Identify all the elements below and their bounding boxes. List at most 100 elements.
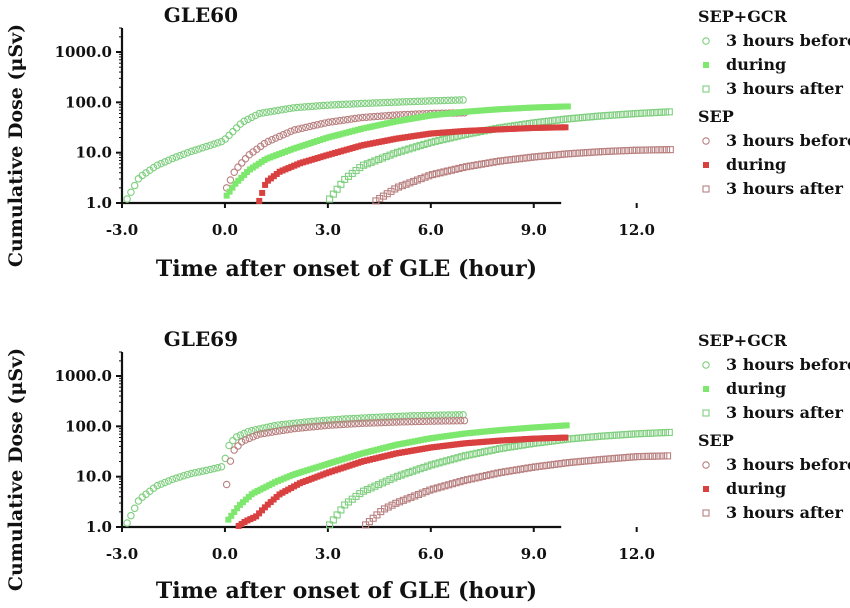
series-sep-3-hours-before: [222, 416, 469, 489]
data-point: [556, 116, 564, 124]
data-point: [564, 103, 571, 110]
data-point: [613, 147, 622, 155]
data-point: [375, 480, 383, 489]
data-point: [413, 176, 421, 184]
data-point: [377, 418, 386, 427]
data-point: [258, 507, 265, 514]
data-point: [575, 434, 583, 442]
data-point: [543, 461, 551, 469]
data-point: [450, 455, 458, 463]
data-point: [582, 113, 590, 121]
data-point: [221, 135, 230, 143]
data-point: [460, 477, 468, 485]
data-point: [161, 158, 169, 166]
data-point: [157, 480, 165, 488]
data-point: [500, 156, 508, 165]
data-point: [255, 109, 263, 118]
data-point: [238, 438, 246, 446]
data-point: [621, 147, 629, 155]
x-tick-label: 3.0: [315, 221, 341, 239]
x-axis-label: Time after onset of GLE (hour): [156, 578, 537, 604]
data-point: [632, 146, 640, 154]
data-point: [545, 151, 554, 160]
data-point: [411, 417, 420, 426]
data-point: [445, 481, 453, 489]
data-point: [463, 476, 472, 484]
data-point: [420, 463, 428, 471]
data-point: [134, 497, 143, 505]
data-point: [479, 472, 487, 480]
data-point: [153, 481, 162, 490]
data-point: [187, 147, 196, 156]
data-point: [283, 129, 291, 137]
data-point: [294, 125, 303, 133]
data-point: [406, 97, 414, 106]
data-point: [180, 150, 188, 158]
data-point: [362, 113, 371, 121]
data-point: [385, 111, 393, 120]
y-tick-label: 10.0: [75, 144, 112, 162]
data-point: [421, 173, 429, 181]
data-point: [198, 467, 207, 475]
data-point: [438, 417, 446, 425]
data-point: [504, 156, 512, 164]
data-point: [371, 482, 379, 490]
data-point: [650, 109, 658, 117]
data-point: [650, 429, 658, 437]
data-point: [435, 459, 443, 467]
data-point: [346, 100, 354, 108]
data-point: [253, 513, 260, 520]
data-point: [590, 433, 598, 441]
data-point: [512, 155, 520, 163]
y-axis-label: Cumulative Dose (μSv): [5, 24, 27, 267]
data-point: [473, 449, 481, 457]
data-point: [539, 462, 547, 470]
data-point: [520, 465, 528, 473]
data-point: [387, 187, 395, 195]
legend-label: 3 hours before: [726, 355, 850, 374]
data-point: [660, 452, 668, 460]
data-point: [393, 472, 402, 480]
data-point: [567, 115, 575, 123]
data-point: [164, 477, 173, 485]
legend-label: during: [726, 155, 786, 174]
data-point: [334, 100, 343, 109]
data-point: [415, 417, 423, 426]
data-point: [510, 442, 519, 450]
data-point: [594, 432, 602, 441]
data-point: [406, 179, 414, 187]
data-point: [587, 148, 595, 156]
data-point: [534, 153, 542, 161]
data-point: [402, 98, 411, 106]
data-point: [312, 102, 320, 110]
data-point: [439, 458, 447, 466]
data-point: [436, 96, 445, 105]
data-point: [386, 151, 394, 159]
chart-panel-gle60: GLE60 1.0 10.0 100.0 1000.0 -3.0 0.0 3.0 6.0 9.0 1…: [5, 3, 850, 282]
data-point: [281, 105, 290, 113]
data-point: [360, 487, 368, 495]
data-point: [431, 460, 439, 468]
data-point: [658, 108, 666, 116]
data-point: [127, 511, 135, 520]
series-sep-during: [256, 124, 569, 204]
data-point: [304, 102, 313, 111]
data-point: [376, 194, 384, 203]
data-point: [507, 443, 515, 451]
y-tick-label: 1000.0: [55, 367, 112, 385]
data-point: [195, 468, 203, 476]
data-point: [414, 490, 423, 499]
data-point: [326, 521, 334, 529]
data-point: [407, 417, 416, 426]
data-point: [371, 157, 379, 165]
data-point: [168, 154, 177, 163]
data-point: [400, 418, 408, 426]
data-point: [329, 516, 337, 524]
data-point: [495, 445, 503, 453]
data-point: [594, 112, 602, 120]
data-point: [661, 108, 670, 116]
data-point: [370, 112, 378, 121]
data-point: [321, 421, 329, 430]
data-point: [562, 124, 569, 131]
